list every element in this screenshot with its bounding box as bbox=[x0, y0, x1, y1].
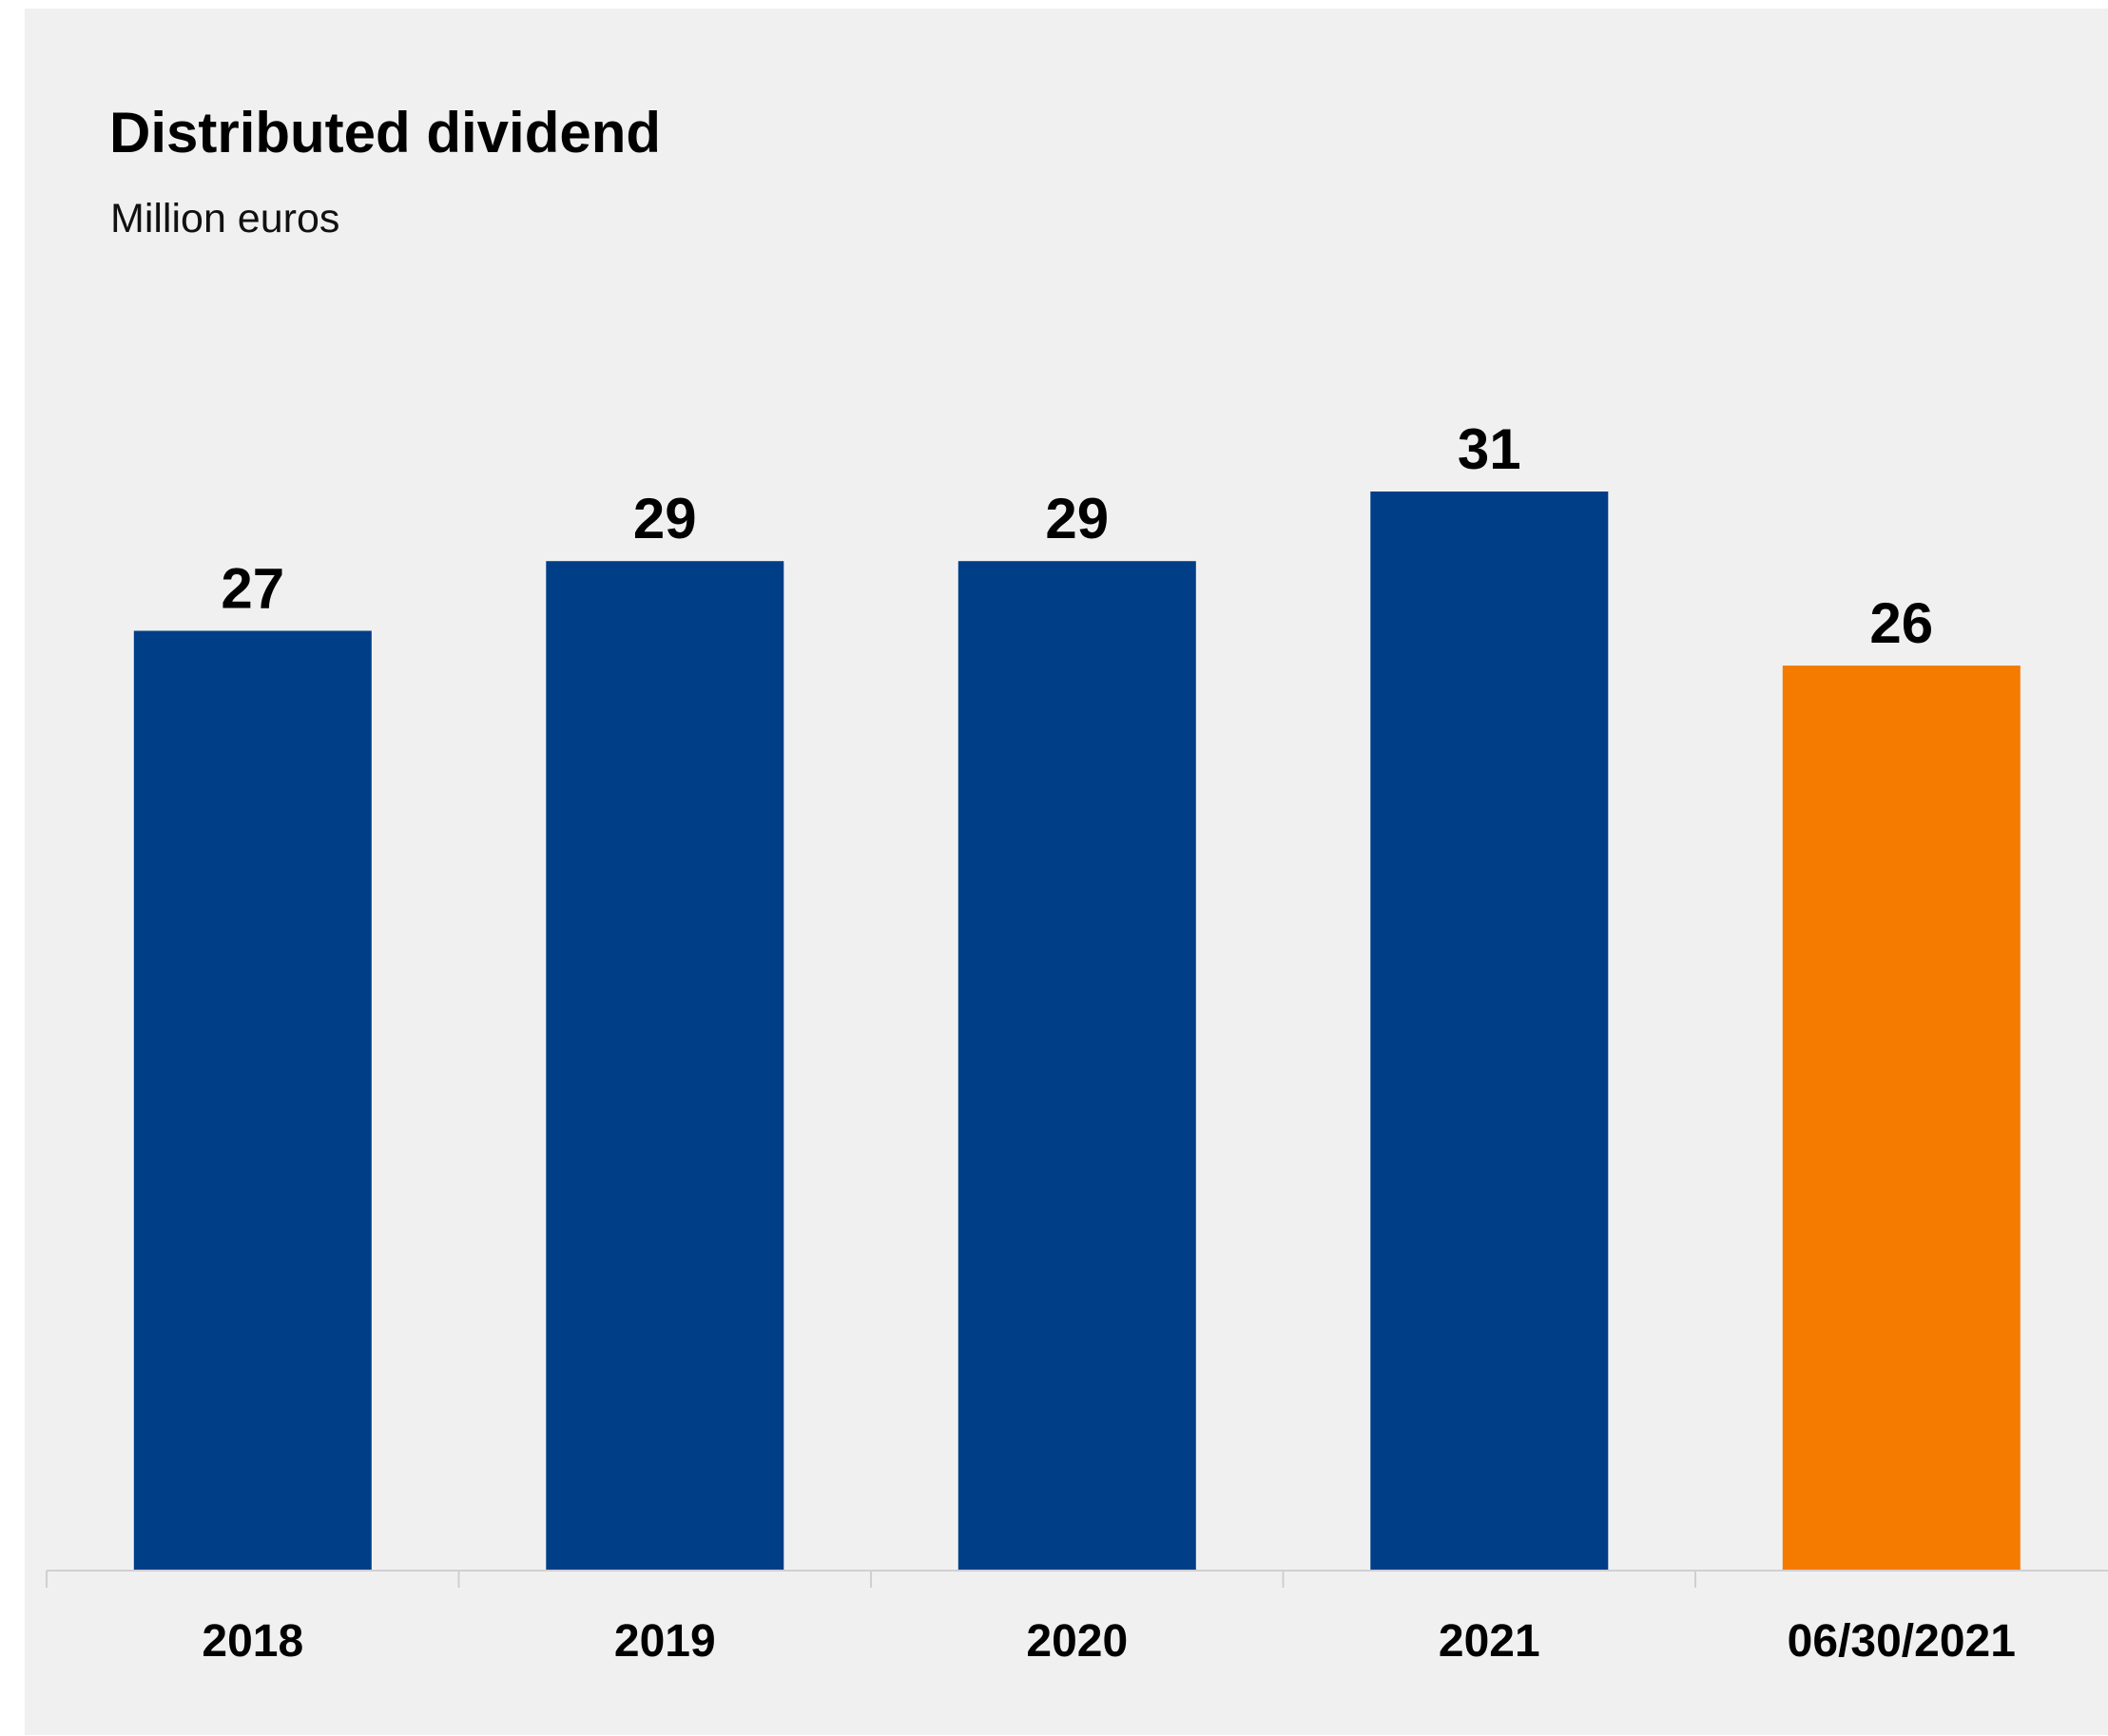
bar-2021 bbox=[1370, 492, 1609, 1571]
chart-subtitle: Million euros bbox=[110, 196, 340, 241]
x-tick-label: 06/30/2021 bbox=[1788, 1616, 2016, 1667]
chart-title: Distributed dividend bbox=[109, 101, 662, 164]
data-label: 29 bbox=[633, 487, 697, 550]
data-label: 31 bbox=[1458, 417, 1521, 481]
bar-06-30-2021 bbox=[1782, 665, 2021, 1571]
bars-layer bbox=[133, 492, 2021, 1572]
data-label: 26 bbox=[1869, 591, 1933, 655]
x-tick-label: 2018 bbox=[202, 1616, 303, 1667]
bar-2018 bbox=[133, 630, 372, 1571]
data-label: 29 bbox=[1045, 487, 1109, 550]
bar-2020 bbox=[957, 561, 1196, 1572]
bar-2019 bbox=[546, 561, 784, 1572]
x-tick-label: 2021 bbox=[1439, 1616, 1540, 1667]
data-label: 27 bbox=[221, 557, 284, 621]
x-axis bbox=[46, 1570, 2108, 1588]
x-tick-label: 2019 bbox=[614, 1616, 716, 1667]
value-labels-layer: 27 29 29 31 26 bbox=[221, 417, 1933, 655]
category-labels-layer: 2018 2019 2020 2021 06/30/2021 bbox=[202, 1616, 2016, 1667]
x-tick-label: 2020 bbox=[1026, 1616, 1128, 1667]
